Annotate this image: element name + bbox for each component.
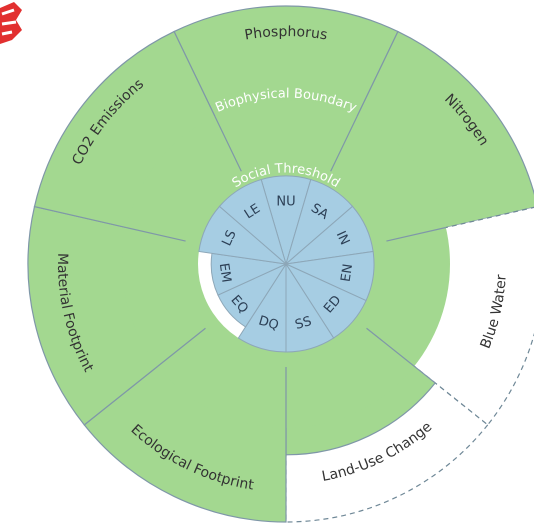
inner-divider (125, 226, 186, 242)
inner-divider (214, 115, 242, 172)
social-label-ls: LS (220, 228, 240, 248)
social-label-in: IN (333, 229, 352, 248)
inner-divider (157, 327, 206, 367)
label-phosphorus: Phosphorus (244, 24, 329, 44)
inner-divider (366, 327, 415, 367)
social-label-em: EM (216, 262, 234, 283)
social-wedge-dq[interactable] (237, 262, 287, 353)
inner-divider (330, 115, 358, 172)
social-label-le: LE (242, 201, 263, 222)
social-label-dq: DQ (257, 313, 281, 333)
label-phosphorus-path: Phosphorus (244, 24, 329, 44)
inner-divider (386, 226, 447, 242)
social-label-en: EN (339, 263, 356, 283)
social-wedge-le[interactable] (218, 178, 287, 266)
social-label-nu: NU (276, 195, 295, 210)
logo-fragment-icon (0, 2, 22, 44)
social-label-ss: SS (293, 314, 313, 333)
